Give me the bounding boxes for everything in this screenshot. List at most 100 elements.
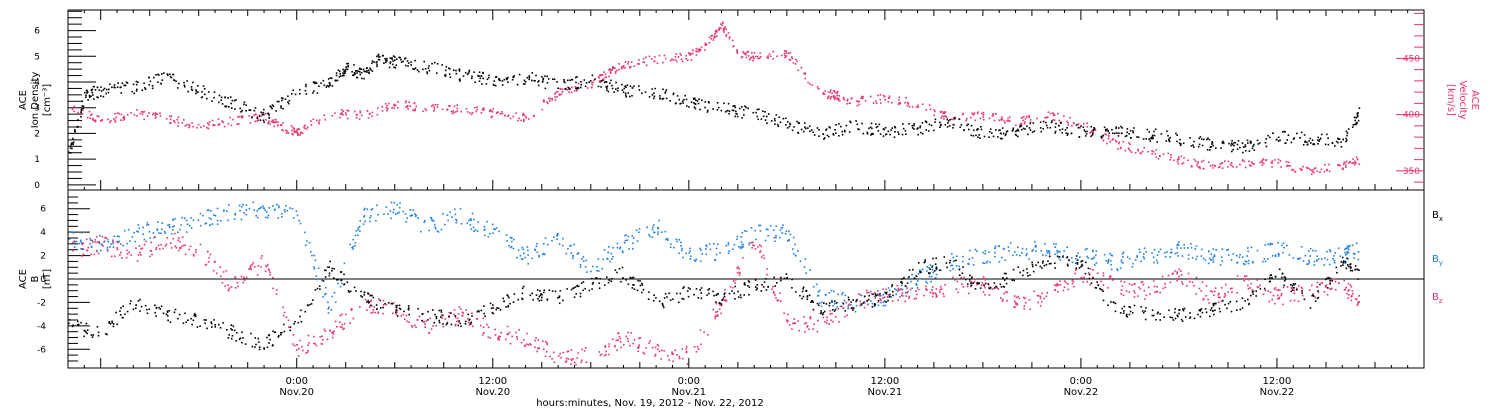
by-point bbox=[792, 236, 795, 239]
density-point bbox=[86, 91, 89, 93]
density-point bbox=[111, 86, 113, 89]
density-point bbox=[262, 111, 265, 114]
bz-point bbox=[1176, 279, 1178, 282]
density-point bbox=[405, 64, 407, 67]
velocity-point bbox=[116, 112, 119, 114]
bx-point bbox=[230, 328, 232, 330]
velocity-point bbox=[1169, 159, 1171, 161]
by-point bbox=[958, 267, 961, 270]
bz-point bbox=[350, 308, 353, 310]
bx-point bbox=[641, 291, 643, 294]
bz-point bbox=[931, 289, 933, 291]
density-point bbox=[1040, 130, 1042, 133]
bz-point bbox=[1187, 272, 1190, 275]
velocity-point bbox=[280, 124, 283, 127]
velocity-point bbox=[645, 56, 647, 59]
velocity-point bbox=[998, 119, 1000, 122]
density-point bbox=[776, 123, 779, 126]
bx-point bbox=[139, 310, 141, 312]
velocity-point bbox=[768, 53, 771, 55]
density-point bbox=[924, 120, 927, 122]
bz-point bbox=[116, 248, 119, 251]
bz-point bbox=[1271, 298, 1273, 301]
bz-point bbox=[874, 297, 876, 299]
density-point bbox=[894, 131, 896, 133]
velocity-point bbox=[281, 129, 283, 131]
density-point bbox=[805, 127, 807, 130]
velocity-point bbox=[1046, 116, 1049, 118]
bz-point bbox=[828, 323, 830, 325]
bz-point bbox=[1330, 279, 1333, 281]
by-point bbox=[143, 238, 146, 241]
by-point bbox=[585, 259, 588, 262]
bz-point bbox=[1137, 295, 1139, 297]
bx-point bbox=[492, 304, 494, 306]
density-point bbox=[934, 121, 936, 123]
density-point bbox=[81, 105, 84, 107]
bz-point bbox=[87, 246, 90, 249]
by-point bbox=[830, 289, 833, 292]
velocity-point bbox=[249, 122, 252, 124]
density-point bbox=[704, 101, 707, 103]
by-point bbox=[1220, 256, 1223, 258]
by-point bbox=[984, 253, 986, 255]
velocity-point bbox=[654, 56, 656, 58]
bz-point bbox=[1059, 280, 1061, 282]
density-point bbox=[518, 73, 521, 76]
bz-point bbox=[1267, 290, 1269, 292]
bz-point bbox=[174, 245, 177, 248]
by-point bbox=[1170, 248, 1173, 251]
by-point bbox=[1054, 253, 1056, 255]
bz-point bbox=[454, 316, 457, 319]
density-point bbox=[495, 76, 498, 78]
density-point bbox=[158, 74, 160, 76]
by-point bbox=[434, 228, 437, 230]
by-point bbox=[689, 247, 691, 250]
bx-point bbox=[454, 315, 457, 317]
bx-point bbox=[783, 277, 786, 280]
bx-point bbox=[722, 298, 724, 301]
velocity-point bbox=[789, 59, 792, 61]
density-point bbox=[1086, 130, 1088, 133]
bz-point bbox=[359, 306, 361, 308]
velocity-point bbox=[1311, 173, 1313, 176]
bz-point bbox=[220, 275, 222, 278]
density-point bbox=[1059, 129, 1061, 131]
velocity-point bbox=[1227, 160, 1230, 163]
density-point bbox=[1346, 134, 1348, 137]
density-point bbox=[1236, 148, 1239, 150]
velocity-point bbox=[846, 98, 849, 101]
by-point bbox=[404, 213, 407, 215]
bx-point bbox=[637, 279, 639, 282]
by-point bbox=[968, 263, 970, 265]
bz-point bbox=[1358, 301, 1360, 303]
density-point bbox=[809, 130, 811, 133]
bx-point bbox=[739, 294, 742, 296]
by-point bbox=[411, 214, 413, 217]
velocity-point bbox=[857, 100, 859, 103]
velocity-point bbox=[1106, 142, 1108, 145]
velocity-point bbox=[784, 56, 786, 59]
density-point bbox=[1179, 138, 1181, 141]
velocity-point bbox=[1151, 150, 1153, 152]
by-point bbox=[1345, 254, 1347, 256]
bx-point bbox=[445, 323, 448, 326]
velocity-point bbox=[796, 60, 798, 62]
density-point bbox=[844, 130, 846, 133]
by-point bbox=[1277, 255, 1280, 257]
by-point bbox=[636, 240, 639, 242]
by-point bbox=[1084, 248, 1087, 251]
by-point bbox=[680, 241, 682, 244]
bz-point bbox=[1236, 292, 1238, 294]
bx-point bbox=[258, 348, 261, 351]
bx-point bbox=[442, 314, 444, 317]
density-point bbox=[1029, 129, 1032, 131]
bz-point bbox=[1138, 286, 1140, 289]
bx-point bbox=[708, 292, 710, 295]
density-point bbox=[449, 68, 451, 70]
bz-point bbox=[1345, 286, 1347, 289]
bx-point bbox=[551, 290, 554, 292]
bx-point bbox=[765, 278, 767, 280]
velocity-point bbox=[603, 71, 605, 73]
